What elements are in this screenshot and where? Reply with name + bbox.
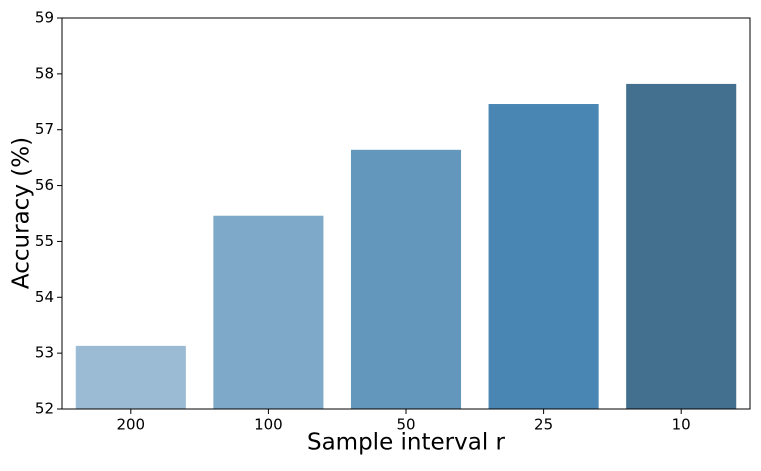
x-tick-label: 100: [254, 416, 283, 434]
y-tick-label: 53: [35, 344, 54, 362]
y-tick-label: 57: [35, 120, 54, 138]
x-tick-label: 50: [396, 416, 415, 434]
y-tick-label: 56: [35, 176, 54, 194]
bar: [350, 149, 462, 409]
bar: [213, 215, 324, 409]
y-tick-label: 58: [35, 64, 54, 82]
bar: [488, 104, 599, 410]
y-tick-label: 59: [35, 9, 54, 27]
x-tick-label: 200: [116, 416, 145, 434]
bar: [75, 345, 186, 409]
y-tick-label: 55: [35, 232, 54, 250]
x-tick-label: 10: [672, 416, 691, 434]
bar: [626, 83, 737, 409]
plot-frame: [61, 17, 751, 410]
y-tick-label: 52: [35, 400, 54, 418]
x-tick-label: 25: [534, 416, 553, 434]
x-axis-label: Sample interval r: [307, 430, 506, 456]
y-axis-label: Accuracy (%): [9, 137, 35, 289]
y-tick-label: 54: [35, 288, 54, 306]
